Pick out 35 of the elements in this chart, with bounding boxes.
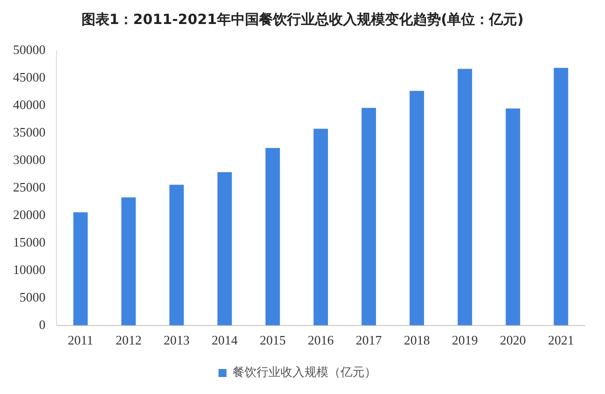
bar [362, 108, 376, 326]
bar [554, 68, 568, 326]
legend-label: 餐饮行业收入规模（亿元） [232, 365, 376, 380]
bar [266, 148, 280, 326]
y-tick-label: 35000 [13, 124, 46, 140]
bar [506, 108, 520, 326]
y-tick-label: 50000 [13, 42, 46, 58]
chart-title: 图表1：2011-2021年中国餐饮行业总收入规模变化趋势(单位：亿元) [80, 10, 525, 30]
y-tick-label: 40000 [13, 97, 46, 112]
x-tick-label: 2018 [404, 332, 430, 348]
x-tick-label: 2017 [356, 332, 382, 348]
y-tick-label: 10000 [13, 262, 46, 277]
y-tick-label: 20000 [13, 206, 46, 222]
bar [121, 197, 136, 326]
y-tick-label: 25000 [13, 180, 46, 195]
x-tick-label: 2012 [116, 332, 142, 348]
x-tick-label: 2014 [212, 332, 238, 348]
bar [458, 68, 472, 326]
x-tick-label: 2013 [164, 332, 190, 348]
y-tick-label: 5000 [20, 289, 46, 304]
x-tick-label: 2015 [260, 332, 286, 348]
x-tick-label: 2011 [68, 332, 94, 348]
bar [314, 128, 328, 326]
bar [73, 212, 88, 326]
y-tick-label: 0 [39, 316, 46, 332]
y-tick-label: 30000 [13, 152, 46, 168]
x-tick-label: 2019 [452, 332, 478, 348]
x-tick-label: 2021 [548, 332, 574, 348]
y-tick-label: 45000 [13, 70, 46, 85]
x-tick-label: 2020 [500, 332, 526, 348]
x-tick-label: 2016 [308, 332, 334, 348]
y-tick-label: 15000 [13, 234, 46, 250]
bar [217, 172, 232, 326]
bar [410, 90, 424, 326]
bar [169, 184, 184, 326]
